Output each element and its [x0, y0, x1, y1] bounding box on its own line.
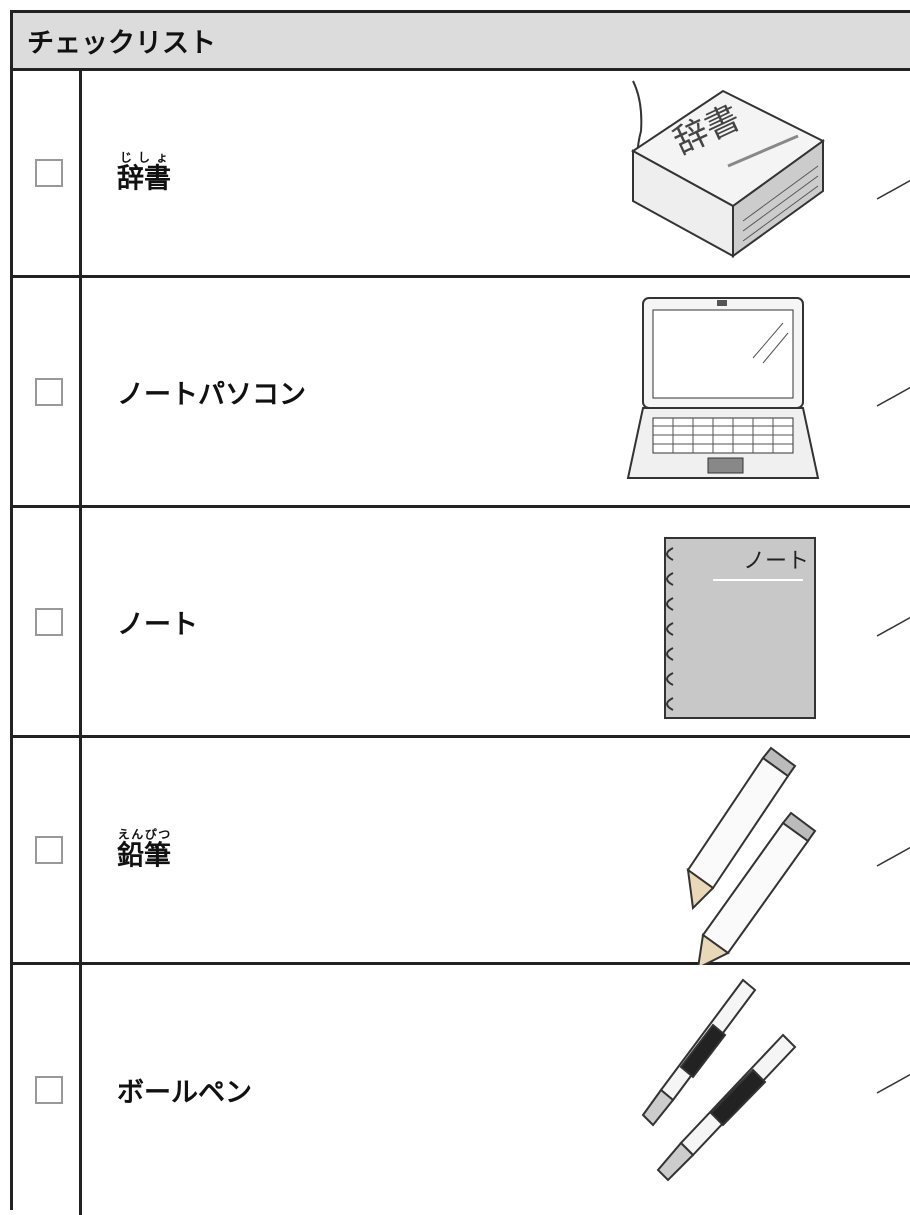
header-title: チェックリスト [13, 13, 910, 71]
item-text: ノートパソコン [117, 379, 306, 410]
item-row: 鉛筆えんぴつ [13, 738, 910, 965]
tick-line [876, 846, 910, 867]
laptop-illustration [626, 297, 820, 479]
checkbox-cell [13, 278, 82, 505]
item-row: 辞書じしょ 辞書 [13, 71, 910, 278]
tick-line [876, 179, 910, 200]
item-label: 鉛筆えんぴつ [117, 828, 171, 873]
checkbox-cell [13, 71, 82, 275]
item-row: ノート ノート [13, 508, 910, 738]
checkbox[interactable] [35, 607, 63, 636]
checklist: チェックリスト 辞書じしょ 辞書 ノートパソコン [10, 10, 910, 1215]
item-text: ノート [117, 609, 198, 640]
item-row: ボールペン [13, 965, 910, 1215]
item-label: 辞書じしょ [117, 151, 171, 196]
checkbox[interactable] [35, 377, 63, 406]
pens-illustration [641, 978, 797, 1182]
notebook-illustration: ノート [664, 537, 816, 719]
item-ruby: じしょ [117, 150, 171, 165]
checkbox[interactable] [35, 159, 63, 187]
item-text: ボールペン [117, 1077, 252, 1109]
tick-line [876, 616, 910, 637]
item-text: 辞書 [117, 163, 171, 195]
item-row: ノートパソコン [13, 278, 910, 508]
item-label: ノートパソコン [117, 372, 306, 411]
item-text: 鉛筆 [117, 840, 171, 872]
tick-line [876, 386, 910, 407]
item-label: ボールペン [117, 1071, 252, 1110]
item-label: ノート [117, 602, 198, 641]
checkbox-cell [13, 965, 82, 1215]
checkbox-cell [13, 738, 82, 962]
tick-line [876, 1073, 910, 1094]
pencils-illustration [686, 746, 817, 965]
item-ruby: えんぴつ [117, 827, 171, 842]
notebook-cover-text: ノート [743, 549, 809, 574]
checkbox[interactable] [35, 1076, 63, 1104]
dictionary-illustration: 辞書 [631, 80, 825, 258]
checkbox[interactable] [35, 836, 63, 864]
checkbox-cell [13, 508, 82, 735]
